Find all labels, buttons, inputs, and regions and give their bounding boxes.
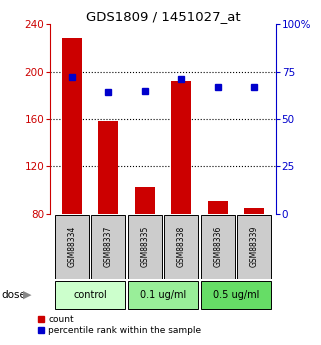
Text: GSM88337: GSM88337: [104, 226, 113, 267]
Title: GDS1809 / 1451027_at: GDS1809 / 1451027_at: [86, 10, 240, 23]
FancyBboxPatch shape: [91, 215, 125, 279]
Text: GSM88334: GSM88334: [67, 226, 76, 267]
Text: control: control: [73, 290, 107, 300]
Legend: count, percentile rank within the sample: count, percentile rank within the sample: [38, 315, 201, 335]
Text: dose: dose: [2, 290, 26, 300]
Text: GSM88338: GSM88338: [177, 226, 186, 267]
Bar: [98, 121, 118, 214]
FancyBboxPatch shape: [237, 215, 271, 279]
FancyBboxPatch shape: [127, 215, 162, 279]
FancyBboxPatch shape: [164, 215, 198, 279]
FancyBboxPatch shape: [55, 281, 125, 309]
Bar: [62, 38, 82, 214]
Text: 0.1 ug/ml: 0.1 ug/ml: [140, 290, 186, 300]
Bar: [208, 201, 228, 214]
Bar: [244, 208, 264, 214]
Text: GSM88339: GSM88339: [250, 226, 259, 267]
FancyBboxPatch shape: [127, 281, 198, 309]
FancyBboxPatch shape: [55, 215, 89, 279]
Bar: [134, 187, 155, 214]
Text: ▶: ▶: [23, 290, 31, 300]
Text: 0.5 ug/ml: 0.5 ug/ml: [213, 290, 259, 300]
Text: GSM88335: GSM88335: [140, 226, 149, 267]
Text: GSM88336: GSM88336: [213, 226, 222, 267]
FancyBboxPatch shape: [201, 281, 271, 309]
Bar: [171, 81, 191, 214]
FancyBboxPatch shape: [201, 215, 235, 279]
